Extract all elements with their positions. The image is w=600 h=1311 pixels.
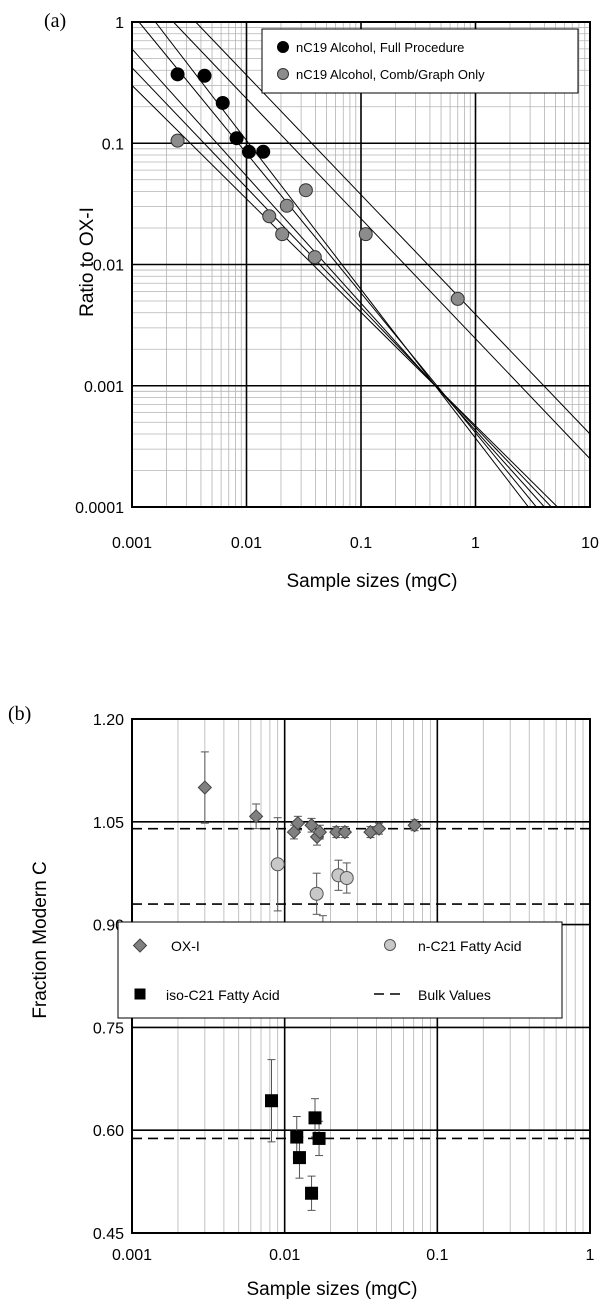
legend-label-full-procedure: nC19 Alcohol, Full Procedure [296,40,464,55]
data-point-iso-c21 [290,1130,304,1144]
data-point-ox-i [304,818,319,833]
data-point-iso-c21 [312,1131,326,1145]
legend-marker-full-procedure [277,41,289,53]
panel-a-data-points [170,67,465,306]
panel-a-grid [131,21,591,508]
data-point-comb-graph [279,198,294,213]
data-point-full-procedure [241,144,256,159]
reference-line [132,67,552,507]
panel-a-legend: nC19 Alcohol, Full Procedure nC19 Alcoho… [261,28,579,94]
data-point-n-c21 [339,870,354,885]
y-tick-label: 0.60 [93,1123,124,1140]
data-point-ox-i [407,818,422,833]
y-tick-label: 0.0001 [75,500,124,517]
data-point-full-procedure [215,95,230,110]
x-tick-label: 0.01 [231,535,262,552]
reference-line [132,85,558,507]
panel-a-plot-frame [131,21,591,508]
legend-label-n-c21: n-C21 Fatty Acid [418,938,522,954]
panel-b-legend-box [117,921,563,1019]
reference-line [132,48,545,507]
reference-line [173,22,590,460]
panel-b-label: (b) [8,703,31,725]
x-tick-label: 0.1 [350,535,372,552]
data-point-ox-i [312,824,328,840]
data-point-full-procedure [170,67,185,82]
y-tick-label: 1 [115,15,124,32]
data-point-full-procedure [229,131,244,146]
data-point-full-procedure [256,144,271,159]
panel-b-x-tick-labels: 0.001 0.01 0.1 1 [112,1247,595,1264]
x-tick-label: 0.01 [269,1247,300,1264]
data-point-comb-graph [307,250,322,265]
data-point-comb-graph [275,227,290,242]
panel-b-x-axis-title: Sample sizes (mgC) [246,1279,417,1300]
data-point-ox-i [248,809,264,824]
data-point-iso-c21 [305,1186,319,1200]
legend-marker-comb-graph [277,68,289,80]
y-tick-label: 0.75 [93,1020,124,1037]
x-tick-label: 0.001 [112,535,152,552]
legend-marker-iso-c21 [134,988,146,1000]
data-point-n-c21 [270,857,285,872]
x-tick-label: 10 [581,535,599,552]
legend-label-ox-i: OX-I [171,938,200,954]
data-point-iso-c21 [292,1151,306,1165]
panel-a-x-axis-title: Sample sizes (mgC) [286,571,457,592]
data-point-comb-graph [358,227,373,242]
data-point-ox-i [197,780,213,795]
legend-label-comb-graph: nC19 Alcohol, Comb/Graph Only [296,67,485,82]
y-tick-label: 1.20 [93,712,124,729]
panel-b-legend: OX-I n-C21 Fatty Acid iso-C21 Fatty Acid… [117,921,563,1019]
panel-a-reference-lines [132,22,590,507]
y-tick-label: 1.05 [93,815,124,832]
data-point-iso-c21 [265,1094,279,1108]
data-point-ox-i [337,824,353,840]
data-point-iso-c21 [308,1111,322,1125]
data-point-ox-i [371,821,387,836]
data-point-comb-graph [262,209,277,224]
data-point-ox-i [290,815,306,831]
y-tick-label: 0.45 [93,1226,124,1243]
panel-a-y-tick-labels: 0.0001 0.001 0.01 0.1 1 [75,15,124,517]
y-tick-label: 0.90 [93,918,124,935]
y-tick-label: 0.1 [102,136,124,153]
y-tick-label: 0.01 [93,258,124,275]
legend-label-bulk-values: Bulk Values [418,987,491,1003]
data-point-n-c21 [309,886,324,901]
y-tick-label: 0.001 [84,379,124,396]
reference-line [195,22,590,435]
panel-a-legend-box [261,28,579,94]
panel-a-label: (a) [44,10,66,32]
legend-marker-ox-i [132,938,148,953]
x-tick-label: 1 [586,1247,595,1264]
panel-b-y-tick-labels: 0.45 0.60 0.75 0.90 1.05 1.20 [93,712,124,1243]
panel-b-y-axis-title: Fraction Modern C [30,861,51,1018]
panel-b-bulk-value-lines [132,827,590,1140]
panel-a-x-tick-labels: 0.001 0.01 0.1 1 10 [112,535,599,552]
data-point-comb-graph [298,183,313,198]
panel-a-y-axis-title: Ratio to OX-I [77,207,98,317]
reference-line [138,22,537,507]
x-tick-label: 0.1 [426,1247,448,1264]
data-point-comb-graph [450,291,465,306]
x-tick-label: 1 [471,535,480,552]
panel-a-chart: (a) 0.001 0.01 0.1 1 10 0.00010.0010.010.11 … [44,10,599,592]
data-point-comb-graph [170,133,185,148]
panel-b-chart: (b) 0.001 0.01 0.1 1 0.45 0.60 0.75 0.90 1.05 1.… [8,703,595,1300]
legend-label-iso-c21: iso-C21 Fatty Acid [166,987,280,1003]
x-tick-label: 0.001 [112,1247,152,1264]
legend-marker-n-c21 [384,939,396,951]
data-point-full-procedure [197,68,212,83]
